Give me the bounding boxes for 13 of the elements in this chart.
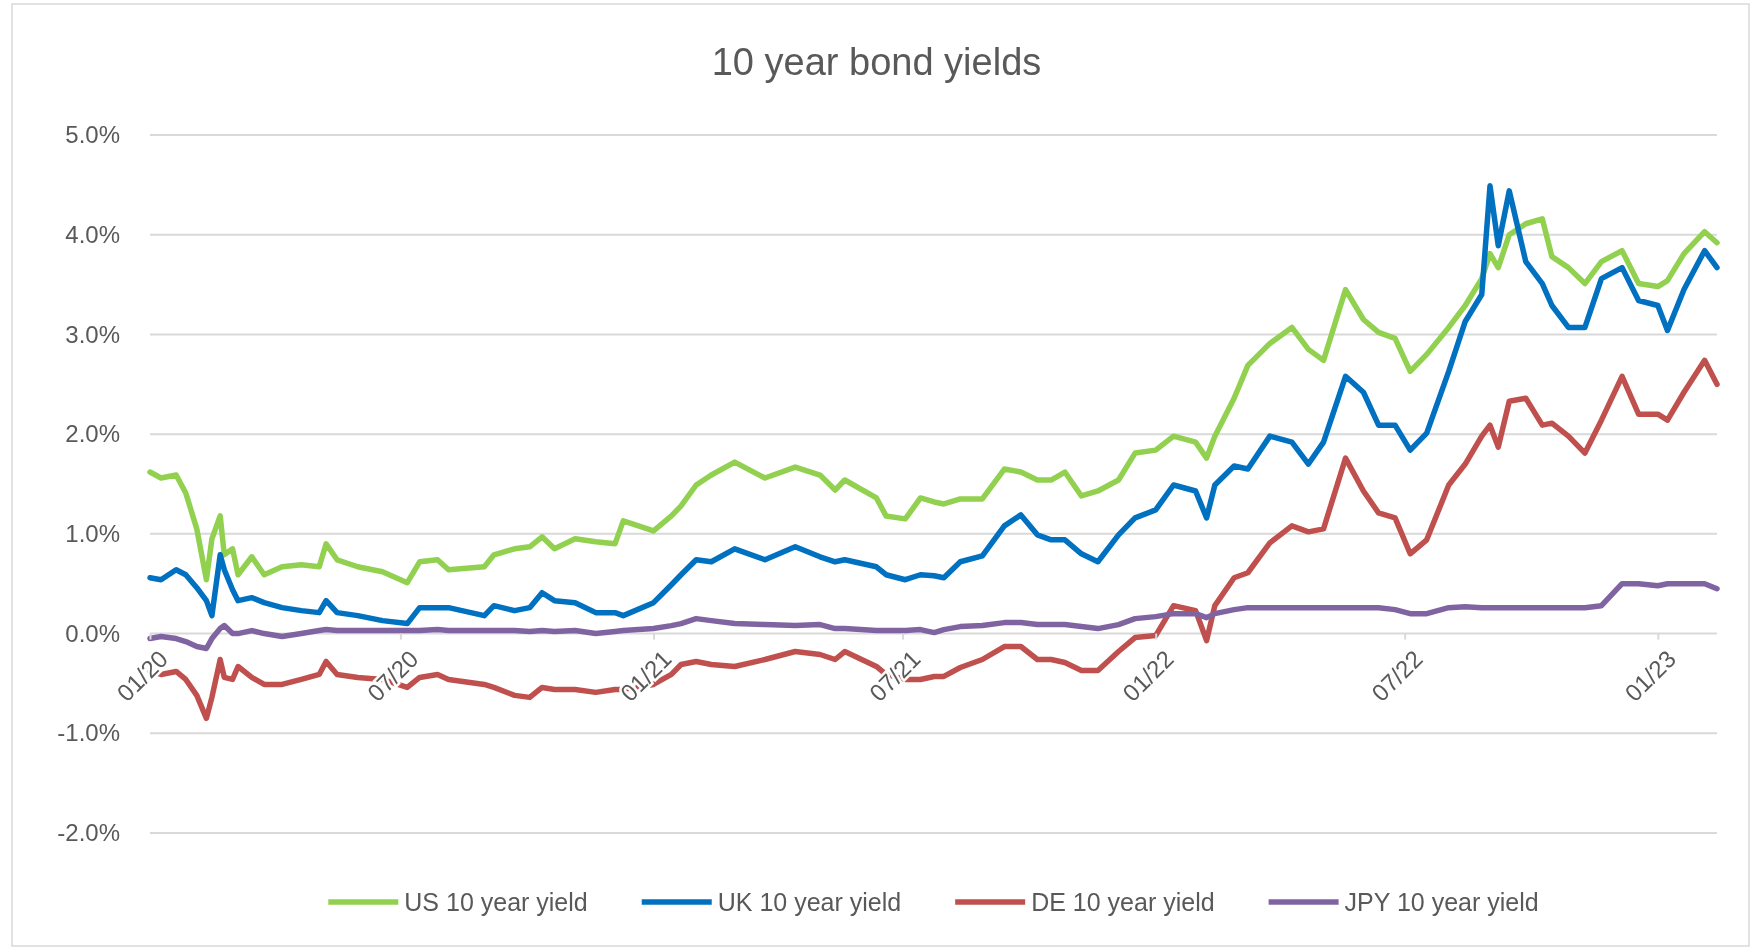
y-tick-label: -2.0%	[57, 819, 120, 847]
y-tick-label: 1.0%	[65, 520, 120, 548]
y-tick-label: 0.0%	[65, 619, 120, 647]
y-tick-label: 4.0%	[65, 220, 120, 248]
y-tick-label: 3.0%	[65, 320, 120, 348]
legend-label: JPY 10 year yield	[1344, 887, 1539, 916]
y-tick-label: 5.0%	[65, 121, 120, 149]
chart-title: 10 year bond yields	[711, 41, 1042, 83]
y-tick-label: 2.0%	[65, 420, 120, 448]
legend-label: US 10 year yield	[404, 887, 588, 916]
legend-label: UK 10 year yield	[717, 887, 902, 916]
y-tick-label: -1.0%	[57, 719, 120, 747]
legend-label: DE 10 year yield	[1031, 887, 1215, 916]
